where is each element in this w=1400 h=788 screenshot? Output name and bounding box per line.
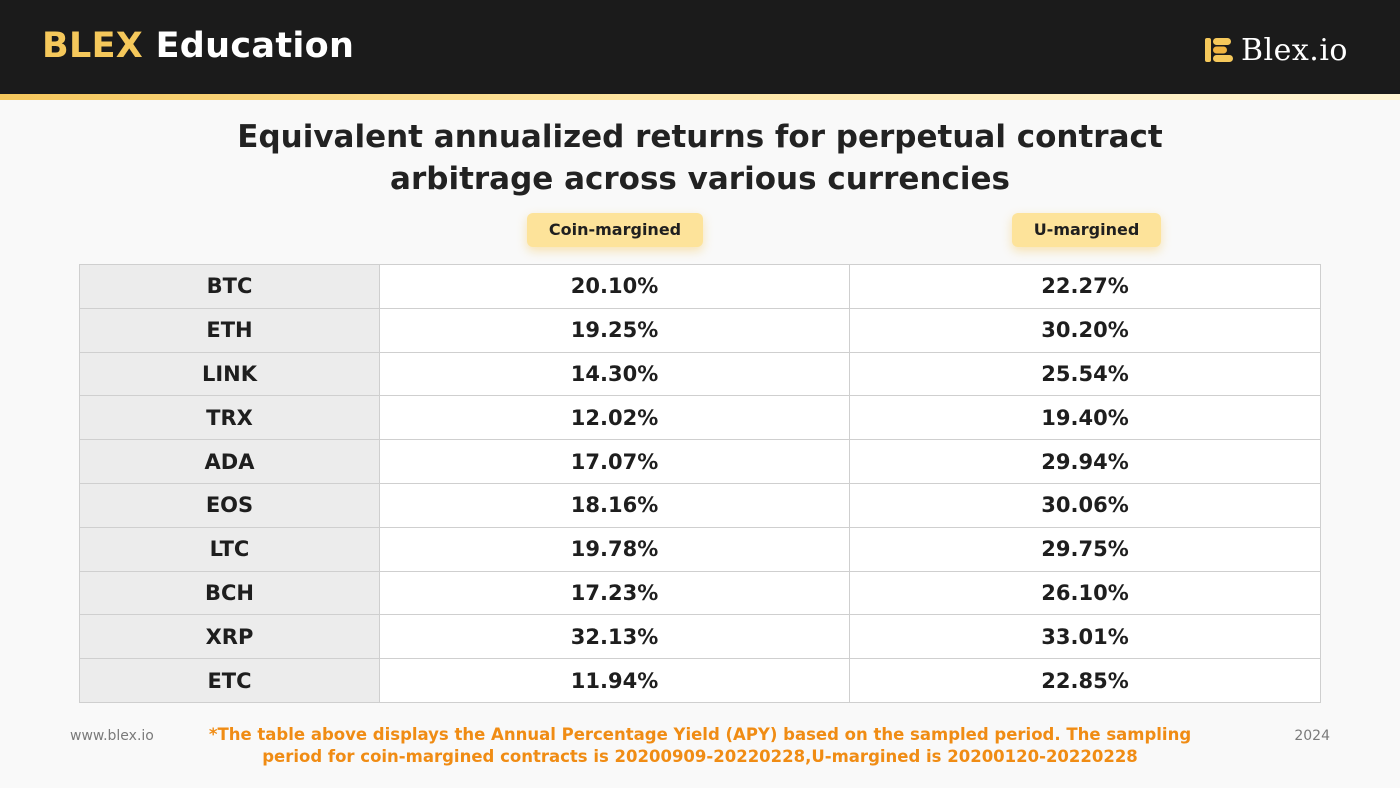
coin-margined-cell: 17.23% bbox=[379, 570, 850, 616]
brand-accent: BLEX bbox=[42, 26, 144, 66]
coin-margined-header: Coin-margined bbox=[527, 213, 703, 247]
u-margined-cell: 29.94% bbox=[849, 439, 1321, 484]
coin-margined-cell: 32.13% bbox=[379, 614, 850, 660]
u-margined-header: U-margined bbox=[1012, 213, 1161, 247]
table-row: BTC 20.10% 22.27% bbox=[79, 264, 1321, 309]
coin-margined-cell: 14.30% bbox=[379, 351, 850, 397]
table-row: ETH 19.25% 30.20% bbox=[79, 307, 1321, 353]
logo-text: Blex.io bbox=[1240, 32, 1348, 68]
table-row: TRX 12.02% 19.40% bbox=[79, 395, 1321, 441]
u-margined-cell: 22.85% bbox=[849, 658, 1321, 703]
u-margined-cell: 26.10% bbox=[849, 570, 1321, 616]
table-row: ADA 17.07% 29.94% bbox=[79, 439, 1321, 484]
table-row: LTC 19.78% 29.75% bbox=[79, 526, 1321, 572]
currency-cell: TRX bbox=[79, 395, 380, 441]
coin-margined-cell: 18.16% bbox=[379, 482, 850, 528]
coin-margined-cell: 19.78% bbox=[379, 526, 850, 572]
currency-cell: EOS bbox=[79, 482, 380, 528]
title-line-1: Equivalent annualized returns for perpet… bbox=[237, 119, 1163, 155]
currency-cell: BTC bbox=[79, 264, 380, 309]
currency-cell: ADA bbox=[79, 439, 380, 484]
currency-cell: ETC bbox=[79, 658, 380, 703]
u-margined-cell: 29.75% bbox=[849, 526, 1321, 572]
coin-margined-cell: 12.02% bbox=[379, 395, 850, 441]
blex-logo-icon bbox=[1204, 38, 1233, 62]
currency-cell: LTC bbox=[79, 526, 380, 572]
table-row: EOS 18.16% 30.06% bbox=[79, 482, 1321, 528]
title-line-2: arbitrage across various currencies bbox=[390, 161, 1010, 197]
currency-cell: LINK bbox=[79, 351, 380, 397]
footnote: *The table above displays the Annual Per… bbox=[200, 724, 1200, 768]
table-row: LINK 14.30% 25.54% bbox=[79, 351, 1321, 397]
u-margined-cell: 25.54% bbox=[849, 351, 1321, 397]
brand-rest: Education bbox=[155, 26, 355, 66]
table-row: BCH 17.23% 26.10% bbox=[79, 570, 1321, 616]
table-row: XRP 32.13% 33.01% bbox=[79, 614, 1321, 660]
website-link[interactable]: www.blex.io bbox=[70, 728, 154, 744]
page-title: Equivalent annualized returns for perpet… bbox=[0, 116, 1400, 200]
u-margined-cell: 33.01% bbox=[849, 614, 1321, 660]
header-accent-line bbox=[0, 94, 1400, 100]
coin-margined-cell: 20.10% bbox=[379, 264, 850, 309]
coin-margined-cell: 19.25% bbox=[379, 307, 850, 353]
table-row: ETC 11.94% 22.85% bbox=[79, 658, 1321, 703]
u-margined-cell: 30.06% bbox=[849, 482, 1321, 528]
currency-cell: BCH bbox=[79, 570, 380, 616]
brand-title: BLEX Education bbox=[42, 26, 354, 66]
year-label: 2024 bbox=[1294, 728, 1330, 744]
header-bar: BLEX Education Blex.io bbox=[0, 0, 1400, 94]
u-margined-cell: 30.20% bbox=[849, 307, 1321, 353]
u-margined-cell: 19.40% bbox=[849, 395, 1321, 441]
u-margined-cell: 22.27% bbox=[849, 264, 1321, 309]
returns-table: BTC 20.10% 22.27% ETH 19.25% 30.20% LINK 14.30%… bbox=[79, 264, 1321, 703]
coin-margined-cell: 17.07% bbox=[379, 439, 850, 484]
coin-margined-cell: 11.94% bbox=[379, 658, 850, 703]
footnote-line-1: *The table above displays the Annual Per… bbox=[208, 725, 1192, 744]
footnote-line-2: period for coin-margined contracts is 20… bbox=[262, 747, 1138, 766]
currency-cell: ETH bbox=[79, 307, 380, 353]
currency-cell: XRP bbox=[79, 614, 380, 660]
blex-logo[interactable]: Blex.io bbox=[1204, 30, 1348, 70]
